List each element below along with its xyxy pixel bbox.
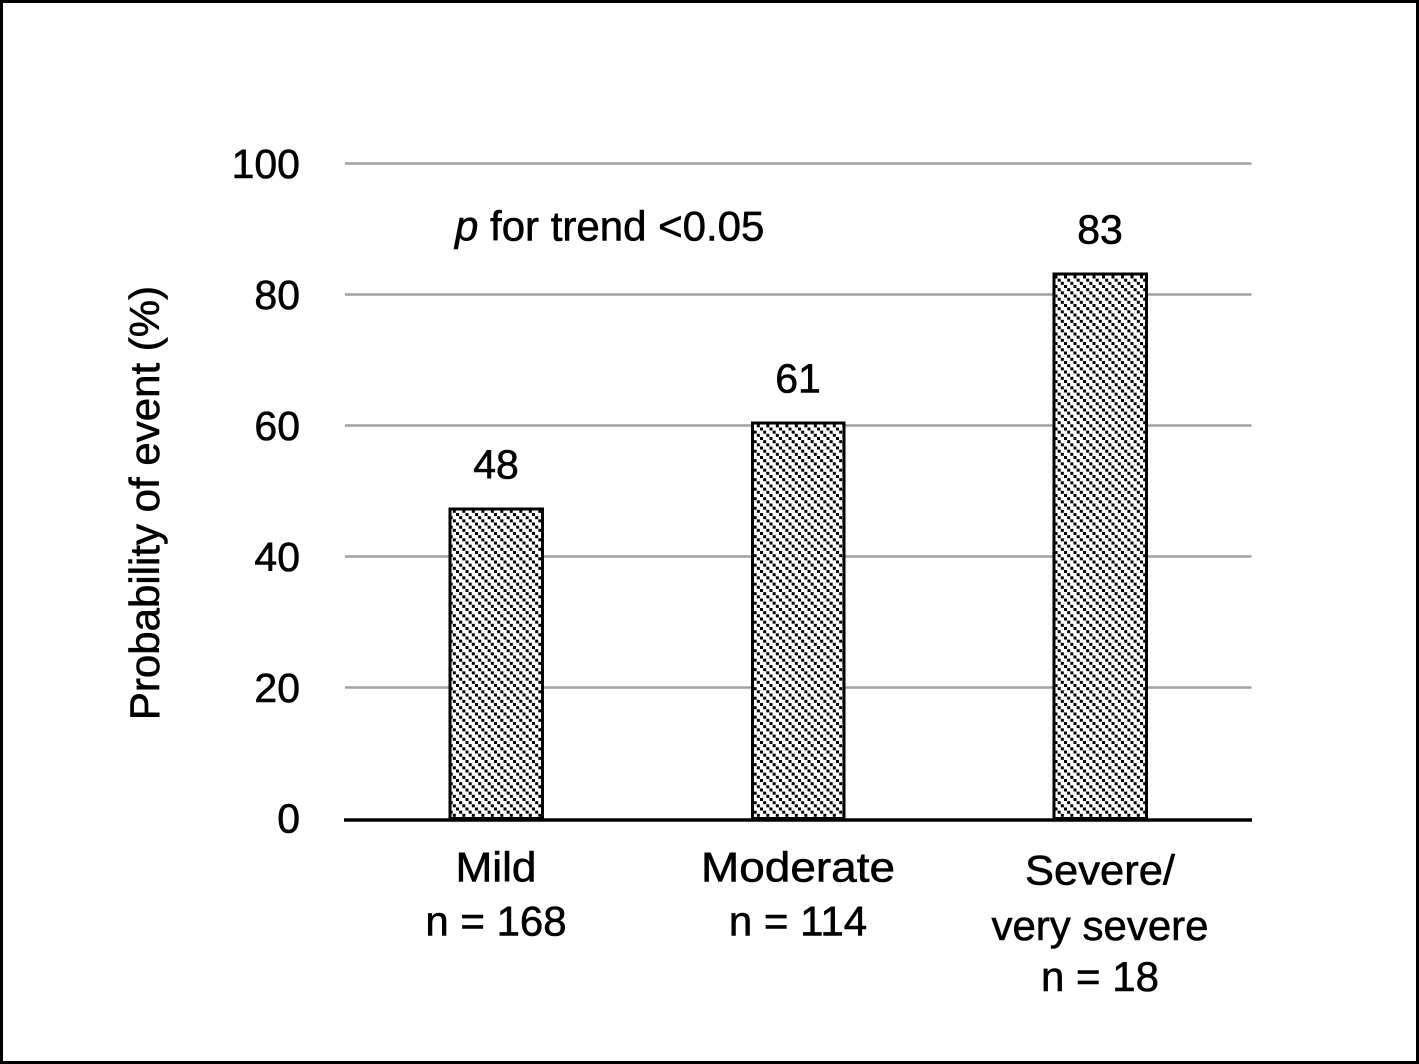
svg-text:83: 83 <box>1077 207 1123 253</box>
svg-text:20: 20 <box>254 665 300 711</box>
svg-text:very severe: very severe <box>991 902 1208 949</box>
svg-text:80: 80 <box>254 272 300 318</box>
svg-text:Severe/: Severe/ <box>1025 847 1175 894</box>
svg-text:60: 60 <box>254 403 300 449</box>
svg-text:n = 168: n = 168 <box>425 898 566 945</box>
svg-text:n = 114: n = 114 <box>729 898 867 945</box>
svg-text:n = 18: n = 18 <box>1041 953 1159 1000</box>
svg-text:Moderate: Moderate <box>701 844 895 891</box>
svg-text:48: 48 <box>473 442 519 488</box>
svg-text:0: 0 <box>277 796 300 842</box>
svg-text:40: 40 <box>254 534 300 580</box>
svg-text:61: 61 <box>775 356 821 402</box>
svg-text:Mild: Mild <box>456 844 537 891</box>
svg-text:100: 100 <box>232 141 300 187</box>
svg-text:p for trend <0.05: p for trend <0.05 <box>453 203 764 250</box>
svg-text:Probability of event (%): Probability of event (%) <box>121 286 168 720</box>
